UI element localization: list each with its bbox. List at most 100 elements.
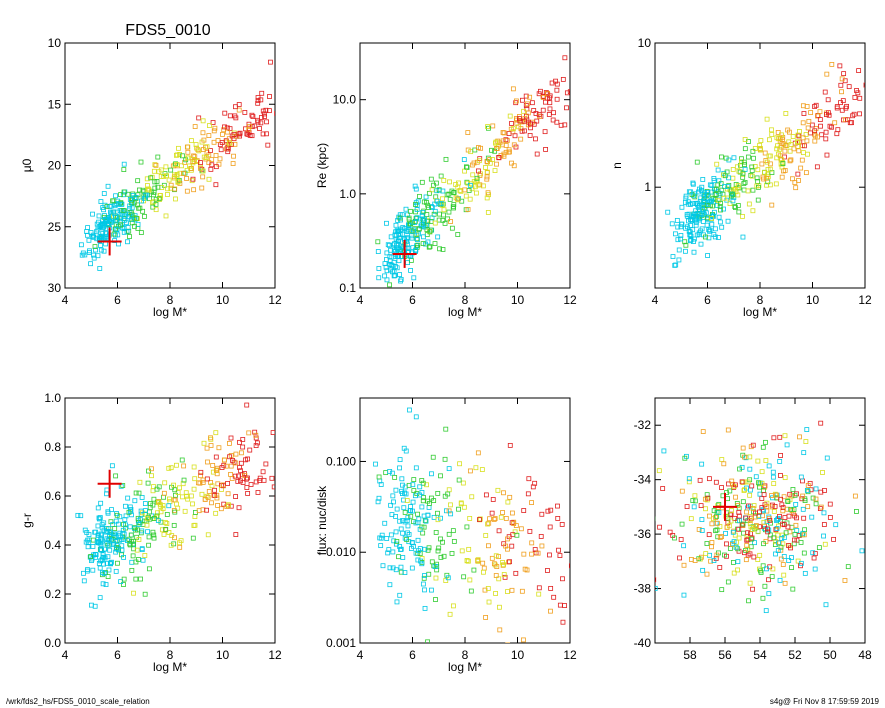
scatter-point xyxy=(512,133,518,139)
scatter-point xyxy=(422,546,428,552)
scatter-point xyxy=(766,153,772,159)
scatter-point xyxy=(102,235,108,241)
scatter-point xyxy=(465,207,471,212)
scatter-point xyxy=(492,516,498,521)
scatter-point xyxy=(562,55,568,61)
scatter-point xyxy=(692,493,698,499)
scatter-point xyxy=(229,133,235,139)
scatter-point xyxy=(103,582,109,587)
scatter-point xyxy=(408,208,413,214)
scatter-point xyxy=(674,217,680,223)
scatter-point xyxy=(792,513,798,519)
y-tick-label: -40 xyxy=(634,636,652,650)
scatter-point xyxy=(113,568,119,574)
x-tick-label: 4 xyxy=(357,648,364,662)
scatter-point xyxy=(136,522,142,527)
scatter-point xyxy=(507,559,512,565)
scatter-point xyxy=(749,168,755,173)
scatter-point xyxy=(723,155,729,161)
scatter-point xyxy=(165,192,170,197)
scatter-point xyxy=(101,191,107,196)
scatter-point xyxy=(714,509,720,515)
scatter-point xyxy=(118,222,124,228)
scatter-point xyxy=(159,527,165,533)
scatter-point xyxy=(413,248,419,253)
scatter-point xyxy=(106,529,112,535)
scatter-point xyxy=(740,213,745,219)
scatter-point xyxy=(735,192,741,198)
scatter-point xyxy=(660,486,666,491)
scatter-point xyxy=(253,435,259,441)
scatter-point xyxy=(490,497,496,502)
scatter-point xyxy=(786,513,792,519)
scatter-point xyxy=(95,523,101,529)
scatter-point xyxy=(810,495,816,501)
scatter-point xyxy=(818,123,823,129)
scatter-point xyxy=(496,528,502,534)
scatter-point xyxy=(400,555,406,560)
scatter-point xyxy=(509,121,514,126)
scatter-point xyxy=(175,490,181,495)
scatter-point xyxy=(763,158,769,163)
scatter-point xyxy=(740,480,746,485)
scatter-point xyxy=(192,522,198,528)
scatter-point xyxy=(698,554,704,560)
scatter-point xyxy=(443,578,449,583)
scatter-point xyxy=(745,530,751,536)
scatter-point xyxy=(397,215,403,221)
plot-frame xyxy=(654,397,866,644)
scatter-point xyxy=(384,250,390,256)
scatter-point xyxy=(261,477,267,483)
scatter-point xyxy=(205,459,210,465)
scatter-point xyxy=(240,437,246,442)
scatter-point xyxy=(190,501,195,507)
scatter-point xyxy=(795,139,800,145)
scatter-point xyxy=(696,186,702,192)
scatter-point xyxy=(673,262,679,268)
y-tick-label: 20 xyxy=(48,159,62,173)
scatter-point xyxy=(748,524,754,530)
scatter-point xyxy=(189,178,195,184)
scatter-point xyxy=(405,523,411,529)
scatter-point xyxy=(427,644,431,648)
scatter-point xyxy=(526,476,532,482)
scatter-point xyxy=(435,510,440,516)
scatter-point xyxy=(839,76,845,82)
scatter-point xyxy=(788,506,794,512)
scatter-point xyxy=(774,526,780,531)
scatter-point xyxy=(845,117,851,123)
scatter-point xyxy=(92,244,98,249)
x-tick-label: 50 xyxy=(823,648,837,662)
scatter-point xyxy=(719,457,725,462)
scatter-point xyxy=(477,517,482,523)
scatter-point xyxy=(692,498,698,504)
scatter-point xyxy=(404,228,410,234)
scatter-point xyxy=(816,545,822,551)
scatter-point xyxy=(509,587,515,593)
scatter-point xyxy=(455,232,461,237)
scatter-point xyxy=(817,506,823,511)
scatter-point xyxy=(777,459,783,464)
scatter-point xyxy=(829,124,834,130)
scatter-point xyxy=(219,140,225,145)
scatter-point xyxy=(255,440,260,446)
scatter-point xyxy=(445,216,451,222)
scatter-point xyxy=(670,254,676,259)
scatter-point xyxy=(101,520,107,526)
scatter-point xyxy=(686,211,692,217)
scatter-point xyxy=(676,257,682,263)
scatter-point xyxy=(233,494,238,499)
scatter-point xyxy=(95,253,101,259)
scatter-point xyxy=(441,212,446,218)
scatter-point xyxy=(226,136,232,142)
scatter-point xyxy=(120,207,126,213)
scatter-point xyxy=(190,535,196,541)
scatter-point xyxy=(167,496,172,502)
scatter-point xyxy=(149,466,154,472)
scatter-point xyxy=(718,201,723,206)
scatter-point xyxy=(161,531,167,537)
scatter-point xyxy=(127,524,133,530)
scatter-point xyxy=(751,554,757,560)
scatter-point xyxy=(778,547,784,553)
